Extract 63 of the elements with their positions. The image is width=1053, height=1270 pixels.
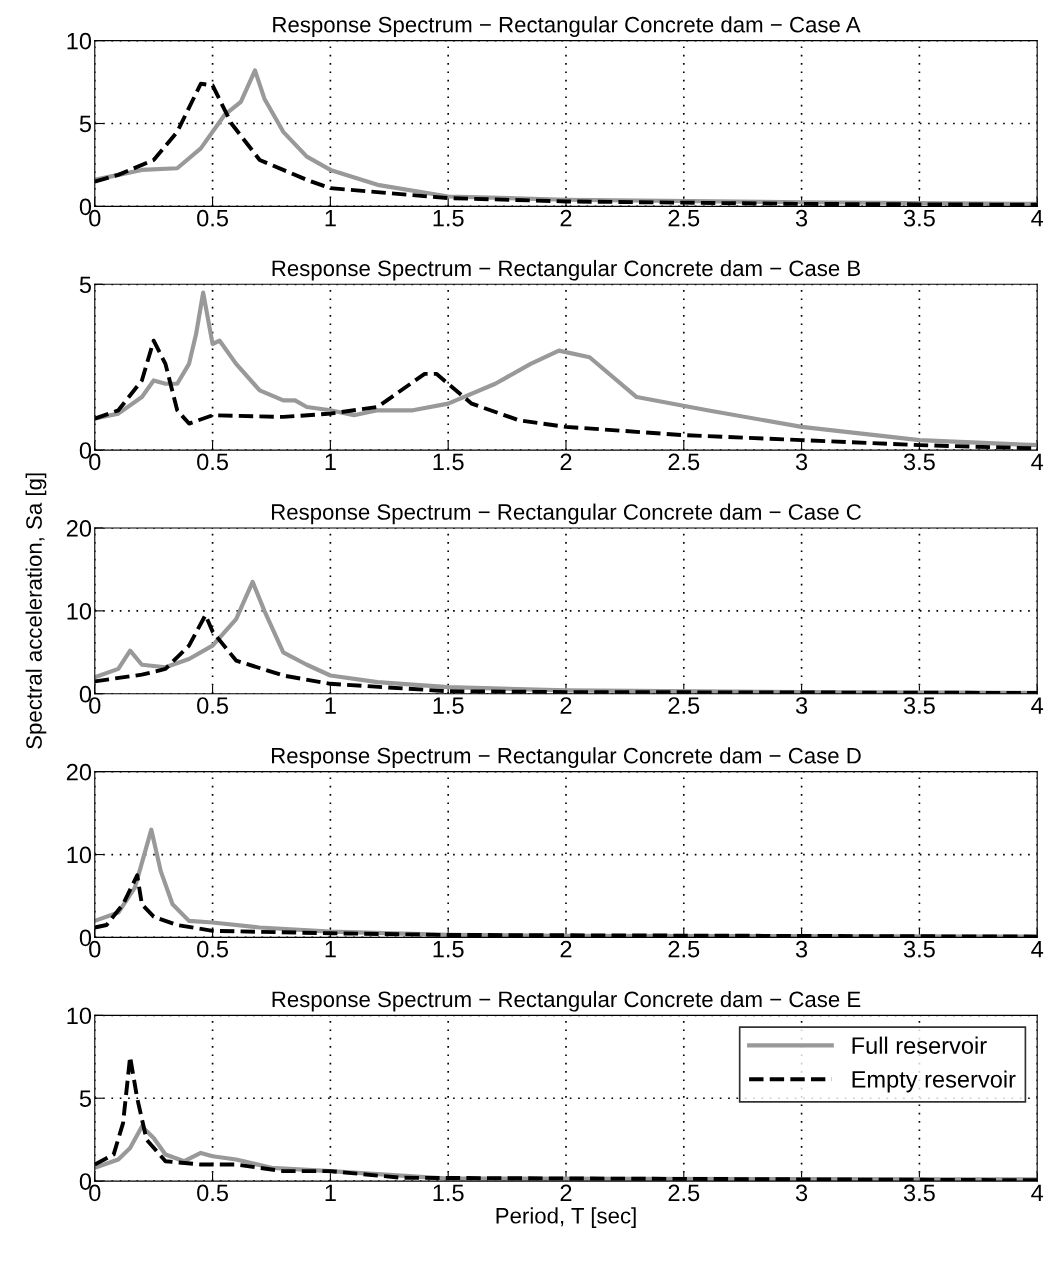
legend-label: Empty reservoir — [852, 1070, 1016, 1093]
chart-title: Response Spectrum − Rectangular Concrete dam − Case D — [272, 747, 861, 768]
x-tick-label: 2 — [560, 453, 572, 470]
x-tick-label: 0.5 — [197, 1184, 228, 1202]
chart-title: Response Spectrum − Rectangular Concrete dam − Case A — [273, 16, 861, 37]
x-tick-label: 3.5 — [903, 453, 935, 471]
x-tick-label: 2.5 — [668, 1184, 700, 1202]
x-tick-label: 2.5 — [668, 940, 700, 958]
x-tick-label: 2.5 — [668, 453, 700, 471]
x-tick-label: 2 — [560, 697, 572, 714]
x-tick-label: 3 — [795, 453, 808, 471]
x-tick-label: 3.5 — [903, 1184, 935, 1202]
y-tick-label: 0 — [79, 929, 92, 947]
y-tick-label: 5 — [79, 276, 91, 294]
x-tick-label: 3.5 — [903, 697, 935, 714]
y-tick-label: 0 — [79, 442, 92, 459]
x-tick-label: 4 — [1031, 453, 1044, 470]
x-tick-label: 1.5 — [433, 1184, 464, 1202]
y-tick-label: 10 — [67, 32, 92, 50]
x-tick-label: 0.5 — [197, 209, 228, 227]
chart-title: Response Spectrum − Rectangular Concrete dam − Case B — [272, 259, 861, 281]
x-tick-label: 3 — [795, 940, 808, 958]
chart-title: Response Spectrum − Rectangular Concrete dam − Case E — [272, 990, 861, 1012]
x-tick-label: 1 — [325, 1184, 336, 1201]
x-tick-label: 3.5 — [903, 209, 935, 227]
x-tick-label: 3.5 — [903, 940, 935, 958]
x-tick-label: 2 — [560, 209, 572, 227]
x-tick-label: 2 — [560, 1184, 572, 1201]
x-tick-label: 1 — [325, 697, 336, 714]
x-tick-label: 3 — [795, 209, 808, 227]
y-tick-label: 20 — [66, 763, 92, 781]
y-tick-label: 0 — [79, 198, 92, 216]
y-tick-label: 0 — [79, 1173, 92, 1190]
y-axis-title: Spectral acceleration, Sa [g] — [25, 473, 47, 749]
x-tick-label: 4 — [1031, 210, 1044, 227]
x-tick-label: 4 — [1031, 697, 1044, 714]
x-tick-label: 2.5 — [668, 697, 700, 714]
chart-title: Response Spectrum − Rectangular Concrete dam − Case C — [272, 503, 861, 525]
x-axis-title: Period, T [sec] — [496, 1207, 636, 1228]
x-tick-label: 1.5 — [433, 210, 464, 227]
x-tick-label: 1 — [325, 453, 336, 470]
y-tick-label: 20 — [66, 520, 92, 537]
legend-label: Full reservoir — [852, 1036, 987, 1054]
x-tick-label: 0.5 — [197, 940, 228, 958]
x-tick-label: 4 — [1031, 1184, 1044, 1201]
y-tick-label: 10 — [67, 602, 92, 620]
x-tick-label: 4 — [1031, 941, 1044, 958]
y-tick-label: 0 — [79, 685, 92, 703]
x-tick-label: 3 — [795, 697, 808, 714]
x-tick-label: 0.5 — [197, 453, 228, 471]
x-tick-label: 3 — [795, 1184, 808, 1202]
y-tick-label: 5 — [79, 115, 91, 133]
x-tick-label: 0.5 — [197, 697, 228, 714]
x-tick-label: 1.5 — [433, 941, 464, 958]
x-tick-label: 1 — [325, 210, 336, 227]
x-tick-label: 1.5 — [433, 697, 464, 714]
y-tick-label: 10 — [67, 1007, 92, 1025]
x-tick-label: 2.5 — [668, 209, 700, 227]
y-tick-label: 5 — [79, 1090, 91, 1108]
x-tick-label: 2 — [560, 940, 572, 958]
x-tick-label: 1 — [325, 941, 336, 958]
y-tick-label: 10 — [67, 846, 92, 864]
x-tick-label: 1.5 — [433, 453, 464, 471]
